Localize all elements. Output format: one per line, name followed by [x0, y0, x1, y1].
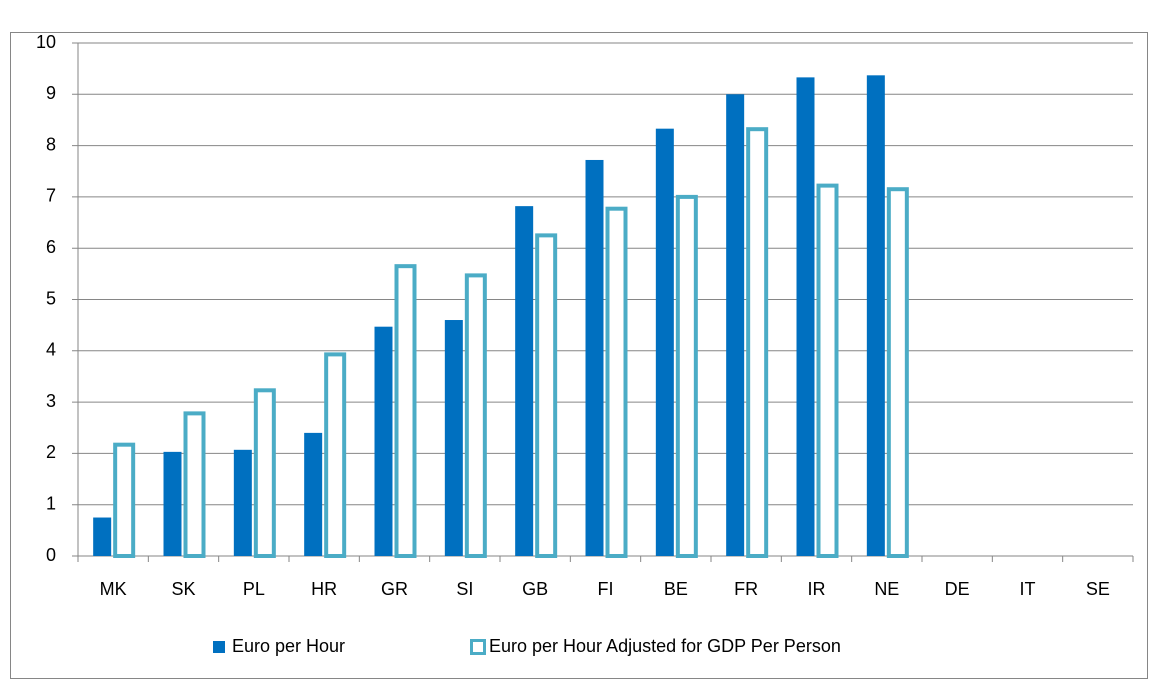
y-tick-label: 0 [46, 545, 56, 565]
y-tick-label: 2 [46, 442, 56, 462]
bar [374, 326, 393, 556]
bar [726, 94, 745, 557]
bar [535, 233, 558, 558]
x-tick-label: GR [381, 579, 408, 599]
bar [253, 388, 276, 558]
bar [444, 320, 463, 556]
bar [816, 183, 839, 558]
bar [585, 159, 604, 557]
x-tick-label: FI [598, 579, 614, 599]
bar [394, 264, 417, 558]
x-tick-label: IT [1020, 579, 1036, 599]
bar [675, 194, 698, 558]
bar [93, 517, 112, 556]
chart-frame [10, 32, 1148, 679]
x-tick-label: PL [243, 579, 265, 599]
x-tick-label: GB [522, 579, 548, 599]
x-tick-label: BE [664, 579, 688, 599]
y-tick-label: 4 [46, 340, 56, 360]
x-tick-label: SK [171, 579, 195, 599]
y-tick-label: 1 [46, 493, 56, 513]
x-tick-label: NE [874, 579, 899, 599]
bar [746, 127, 769, 559]
x-tick-label: HR [311, 579, 337, 599]
y-tick-label: 5 [46, 288, 56, 308]
bar [866, 75, 885, 556]
x-tick-label: FR [734, 579, 758, 599]
bar [233, 449, 252, 556]
bar [796, 77, 815, 556]
x-tick-label: MK [100, 579, 127, 599]
legend-swatch [470, 639, 486, 655]
bar [655, 128, 674, 556]
x-tick-label: IR [808, 579, 826, 599]
y-tick-label: 8 [46, 134, 56, 154]
legend-label: Euro per Hour Adjusted for GDP Per Perso… [489, 636, 841, 656]
bar [183, 411, 206, 558]
bar [324, 352, 347, 558]
bar [163, 451, 182, 556]
bar [886, 187, 909, 559]
y-tick-label: 6 [46, 237, 56, 257]
bar [605, 206, 628, 558]
y-tick-label: 7 [46, 186, 56, 206]
x-tick-label: DE [945, 579, 970, 599]
bar [304, 432, 323, 556]
legend-label: Euro per Hour [232, 636, 345, 656]
bar [464, 273, 487, 558]
legend-swatch [213, 641, 225, 653]
bar [113, 442, 136, 558]
x-tick-label: SE [1086, 579, 1110, 599]
x-tick-label: SI [456, 579, 473, 599]
y-tick-label: 9 [46, 83, 56, 103]
y-tick-label: 3 [46, 391, 56, 411]
bar [515, 206, 534, 556]
y-tick-label: 10 [36, 32, 56, 52]
